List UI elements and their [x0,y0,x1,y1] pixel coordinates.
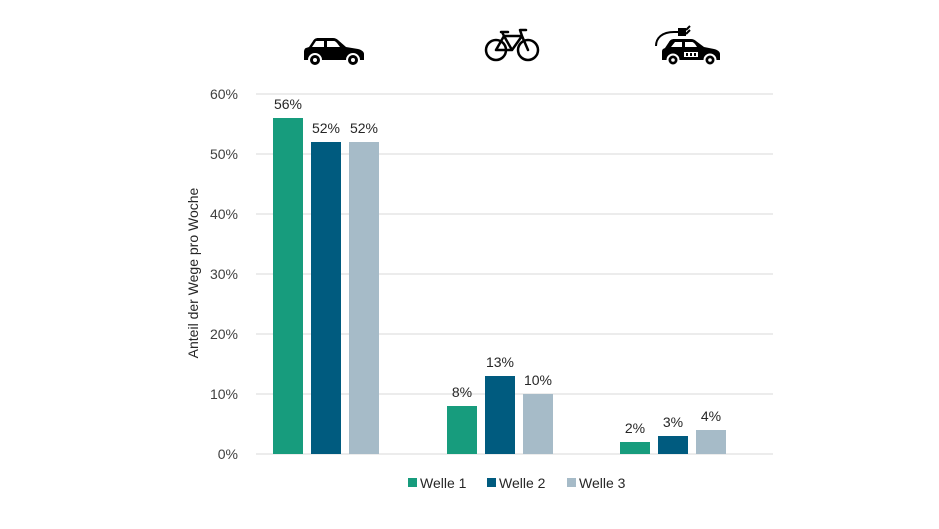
data-label: 13% [486,354,514,370]
bar-electric-car-welle-1 [620,442,650,454]
bar-electric-car-welle-3 [696,430,726,454]
data-label: 56% [274,96,302,112]
y-tick-label: 50% [210,146,238,162]
legend-swatch [408,478,417,487]
electric-car-icon [655,25,720,67]
legend: Welle 1 Welle 2 Welle 3 [408,475,626,491]
legend-swatch [487,478,496,487]
data-label: 8% [452,384,472,400]
data-label: 52% [312,120,340,136]
data-labels: 56% 52% 52% 8% 13% 10% 2% 3% 4% [274,96,721,436]
bar-car-welle-1 [273,118,303,454]
y-axis-ticks: 0% 10% 20% 30% 40% 50% 60% [210,86,238,462]
legend-label: Welle 2 [499,475,546,491]
y-tick-label: 10% [210,386,238,402]
y-tick-label: 40% [210,206,238,222]
car-icon [304,38,364,67]
y-axis-title: Anteil der Wege pro Woche [185,187,201,358]
bar-bicycle-welle-2 [485,376,515,454]
bar-electric-car-welle-2 [658,436,688,454]
bar-bicycle-welle-3 [523,394,553,454]
legend-label: Welle 1 [420,475,467,491]
bicycle-icon [484,28,540,62]
y-tick-label: 0% [218,446,238,462]
bars [273,118,726,454]
data-label: 4% [701,408,721,424]
bar-car-welle-2 [311,142,341,454]
data-label: 10% [524,372,552,388]
legend-swatch [567,478,576,487]
bar-car-welle-3 [349,142,379,454]
y-tick-label: 30% [210,266,238,282]
data-label: 2% [625,420,645,436]
y-tick-label: 60% [210,86,238,102]
bar-bicycle-welle-1 [447,406,477,454]
data-label: 3% [663,414,683,430]
data-label: 52% [350,120,378,136]
y-tick-label: 20% [210,326,238,342]
gridlines [256,93,773,455]
legend-label: Welle 3 [579,475,626,491]
